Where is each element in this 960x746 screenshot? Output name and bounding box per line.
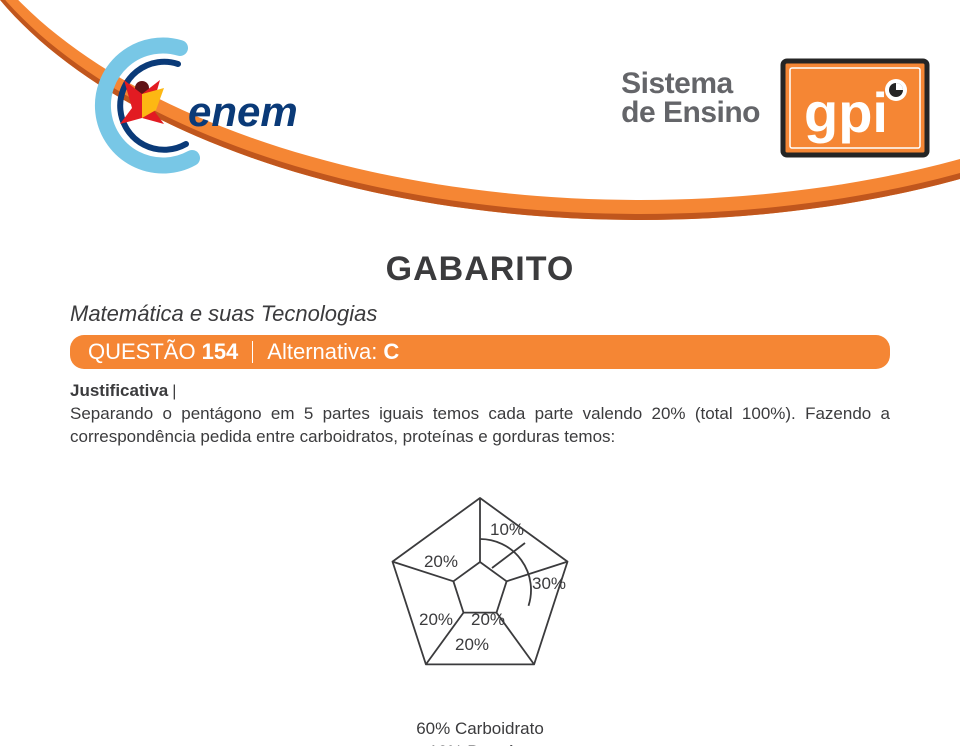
enem-text: enem bbox=[188, 88, 298, 135]
gpi-logo: gpi bbox=[780, 58, 930, 163]
summary-line-2: 10% Proteína bbox=[70, 741, 890, 746]
pentagon-label-20d: 20% bbox=[424, 552, 458, 571]
justification-text: Separando o pentágono em 5 partes iguais… bbox=[70, 403, 890, 449]
question-number: 154 bbox=[202, 339, 239, 365]
summary-line-1: 60% Carboidrato bbox=[70, 718, 890, 741]
pentagon-label-20c: 20% bbox=[419, 610, 453, 629]
gpi-text: gpi bbox=[804, 81, 888, 144]
alternative-letter: C bbox=[383, 339, 399, 365]
page-title: GABARITO bbox=[70, 250, 890, 289]
justification-block: Justificativa| Separando o pentágono em … bbox=[70, 381, 890, 449]
alternative-label: Alternativa: bbox=[267, 339, 377, 365]
pentagon-diagram: 10% 30% 20% 20% 20% 20% bbox=[70, 485, 890, 690]
justification-label: Justificativa bbox=[70, 381, 168, 400]
pentagon-label-10: 10% bbox=[490, 520, 524, 539]
pentagon-label-30: 30% bbox=[532, 574, 566, 593]
content-area: GABARITO Matemática e suas Tecnologias Q… bbox=[70, 250, 890, 746]
pentagon-label-20b: 20% bbox=[455, 635, 489, 654]
sistema-logo: Sistema de Ensino bbox=[621, 70, 760, 127]
question-separator bbox=[252, 341, 253, 363]
question-bar: QUESTÃO 154 Alternativa: C bbox=[70, 335, 890, 369]
enem-logo: enem bbox=[70, 30, 300, 185]
page: enem Sistema de Ensino gpi GABARITO Mate… bbox=[0, 0, 960, 746]
sistema-line2: de Ensino bbox=[621, 99, 760, 128]
sistema-line1: Sistema bbox=[621, 70, 760, 99]
subject-line: Matemática e suas Tecnologias bbox=[70, 301, 890, 327]
pentagon-label-20a: 20% bbox=[471, 610, 505, 629]
question-label: QUESTÃO bbox=[88, 339, 196, 365]
summary-block: 60% Carboidrato 10% Proteína 30% Gordura… bbox=[70, 718, 890, 746]
justification-pipe: | bbox=[172, 383, 176, 400]
